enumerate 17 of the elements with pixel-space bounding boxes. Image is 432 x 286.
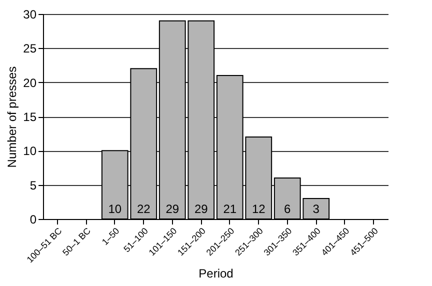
y-tick-label: 15 xyxy=(23,110,37,124)
data-label: 3 xyxy=(312,202,320,216)
y-tick-label: 25 xyxy=(23,42,37,56)
data-label: 21 xyxy=(223,202,237,216)
y-tick-label: 0 xyxy=(30,212,37,226)
data-label: 6 xyxy=(284,202,292,216)
data-label: 29 xyxy=(194,202,208,216)
data-label: 10 xyxy=(108,202,122,216)
y-tick-label: 20 xyxy=(23,76,37,90)
data-label: 12 xyxy=(252,202,266,216)
x-axis-title: Period xyxy=(198,266,234,281)
data-label: 22 xyxy=(136,202,151,216)
y-tick-label: 5 xyxy=(30,178,37,192)
y-axis-title: Number of presses xyxy=(5,66,20,168)
data-label: 29 xyxy=(166,202,180,216)
y-tick-label: 30 xyxy=(23,8,37,22)
y-tick-label: 10 xyxy=(23,144,37,158)
